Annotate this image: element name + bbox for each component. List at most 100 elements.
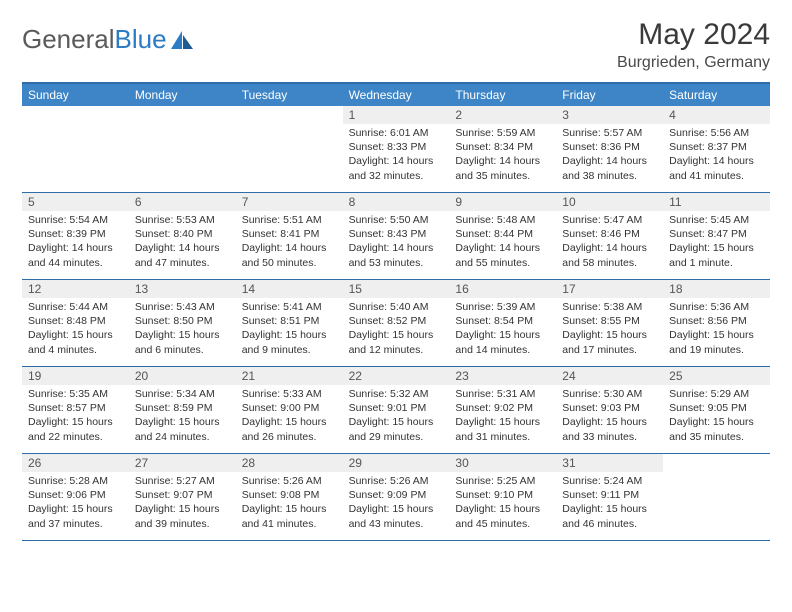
day-number: 9 [449,193,556,211]
week-row: 1Sunrise: 6:01 AMSunset: 8:33 PMDaylight… [22,106,770,193]
day-number: 10 [556,193,663,211]
calendar-page: GeneralBlue May 2024 Burgrieden, Germany… [0,0,792,551]
daylight-text: Daylight: 15 hours and 4 minutes. [28,328,123,356]
sunset-text: Sunset: 8:43 PM [349,227,444,241]
day-number: 20 [129,367,236,385]
day-cell: 30Sunrise: 5:25 AMSunset: 9:10 PMDayligh… [449,454,556,540]
daylight-text: Daylight: 14 hours and 53 minutes. [349,241,444,269]
sunrise-text: Sunrise: 5:31 AM [455,387,550,401]
day-details: Sunrise: 5:39 AMSunset: 8:54 PMDaylight:… [449,298,556,361]
week-row: 19Sunrise: 5:35 AMSunset: 8:57 PMDayligh… [22,367,770,454]
daylight-text: Daylight: 15 hours and 45 minutes. [455,502,550,530]
sunset-text: Sunset: 9:03 PM [562,401,657,415]
sunrise-text: Sunrise: 5:51 AM [242,213,337,227]
day-number: 28 [236,454,343,472]
sunset-text: Sunset: 8:41 PM [242,227,337,241]
weekday-header: Wednesday [343,84,450,106]
sunset-text: Sunset: 8:55 PM [562,314,657,328]
day-details: Sunrise: 5:53 AMSunset: 8:40 PMDaylight:… [129,211,236,274]
day-number: 4 [663,106,770,124]
title-block: May 2024 Burgrieden, Germany [617,18,770,72]
day-number: 3 [556,106,663,124]
day-details: Sunrise: 5:40 AMSunset: 8:52 PMDaylight:… [343,298,450,361]
sunset-text: Sunset: 8:34 PM [455,140,550,154]
day-cell: 15Sunrise: 5:40 AMSunset: 8:52 PMDayligh… [343,280,450,366]
sunrise-text: Sunrise: 5:40 AM [349,300,444,314]
weekday-header: Friday [556,84,663,106]
weekday-header: Monday [129,84,236,106]
day-cell: 1Sunrise: 6:01 AMSunset: 8:33 PMDaylight… [343,106,450,192]
sunrise-text: Sunrise: 5:50 AM [349,213,444,227]
sunset-text: Sunset: 9:06 PM [28,488,123,502]
day-cell: 12Sunrise: 5:44 AMSunset: 8:48 PMDayligh… [22,280,129,366]
daylight-text: Daylight: 14 hours and 50 minutes. [242,241,337,269]
daylight-text: Daylight: 15 hours and 12 minutes. [349,328,444,356]
sunset-text: Sunset: 8:37 PM [669,140,764,154]
day-cell [236,106,343,192]
sunrise-text: Sunrise: 5:59 AM [455,126,550,140]
sunrise-text: Sunrise: 5:43 AM [135,300,230,314]
sunrise-text: Sunrise: 5:28 AM [28,474,123,488]
day-details: Sunrise: 5:34 AMSunset: 8:59 PMDaylight:… [129,385,236,448]
sunset-text: Sunset: 8:51 PM [242,314,337,328]
day-cell: 20Sunrise: 5:34 AMSunset: 8:59 PMDayligh… [129,367,236,453]
sunset-text: Sunset: 9:02 PM [455,401,550,415]
day-number: 1 [343,106,450,124]
day-number: 22 [343,367,450,385]
day-cell: 19Sunrise: 5:35 AMSunset: 8:57 PMDayligh… [22,367,129,453]
day-number: 14 [236,280,343,298]
day-number: 2 [449,106,556,124]
sunrise-text: Sunrise: 5:39 AM [455,300,550,314]
logo: GeneralBlue [22,18,195,55]
weekday-header: Tuesday [236,84,343,106]
day-details [663,458,770,464]
weekday-header: Sunday [22,84,129,106]
daylight-text: Daylight: 15 hours and 22 minutes. [28,415,123,443]
day-number: 26 [22,454,129,472]
sunset-text: Sunset: 8:39 PM [28,227,123,241]
logo-text-blue: Blue [115,24,167,54]
daylight-text: Daylight: 15 hours and 46 minutes. [562,502,657,530]
day-cell: 18Sunrise: 5:36 AMSunset: 8:56 PMDayligh… [663,280,770,366]
day-cell: 4Sunrise: 5:56 AMSunset: 8:37 PMDaylight… [663,106,770,192]
day-cell: 13Sunrise: 5:43 AMSunset: 8:50 PMDayligh… [129,280,236,366]
day-number: 8 [343,193,450,211]
day-number: 15 [343,280,450,298]
day-details: Sunrise: 5:26 AMSunset: 9:09 PMDaylight:… [343,472,450,535]
day-cell: 9Sunrise: 5:48 AMSunset: 8:44 PMDaylight… [449,193,556,279]
day-number: 11 [663,193,770,211]
sunrise-text: Sunrise: 5:33 AM [242,387,337,401]
daylight-text: Daylight: 15 hours and 41 minutes. [242,502,337,530]
daylight-text: Daylight: 15 hours and 35 minutes. [669,415,764,443]
day-details: Sunrise: 5:32 AMSunset: 9:01 PMDaylight:… [343,385,450,448]
day-cell [663,454,770,540]
day-details: Sunrise: 5:31 AMSunset: 9:02 PMDaylight:… [449,385,556,448]
day-cell: 24Sunrise: 5:30 AMSunset: 9:03 PMDayligh… [556,367,663,453]
sunrise-text: Sunrise: 5:41 AM [242,300,337,314]
daylight-text: Daylight: 15 hours and 29 minutes. [349,415,444,443]
daylight-text: Daylight: 15 hours and 19 minutes. [669,328,764,356]
sunrise-text: Sunrise: 5:57 AM [562,126,657,140]
sunset-text: Sunset: 8:47 PM [669,227,764,241]
day-cell: 21Sunrise: 5:33 AMSunset: 9:00 PMDayligh… [236,367,343,453]
sunrise-text: Sunrise: 5:47 AM [562,213,657,227]
day-number: 29 [343,454,450,472]
sunset-text: Sunset: 9:01 PM [349,401,444,415]
sunrise-text: Sunrise: 5:36 AM [669,300,764,314]
day-details: Sunrise: 5:45 AMSunset: 8:47 PMDaylight:… [663,211,770,274]
sunset-text: Sunset: 9:00 PM [242,401,337,415]
sunrise-text: Sunrise: 5:35 AM [28,387,123,401]
day-details [236,110,343,116]
day-details: Sunrise: 5:56 AMSunset: 8:37 PMDaylight:… [663,124,770,187]
day-cell: 23Sunrise: 5:31 AMSunset: 9:02 PMDayligh… [449,367,556,453]
sunset-text: Sunset: 9:08 PM [242,488,337,502]
sunrise-text: Sunrise: 5:29 AM [669,387,764,401]
daylight-text: Daylight: 15 hours and 1 minute. [669,241,764,269]
sunrise-text: Sunrise: 5:38 AM [562,300,657,314]
day-details: Sunrise: 5:44 AMSunset: 8:48 PMDaylight:… [22,298,129,361]
day-details: Sunrise: 5:29 AMSunset: 9:05 PMDaylight:… [663,385,770,448]
daylight-text: Daylight: 15 hours and 33 minutes. [562,415,657,443]
day-number: 7 [236,193,343,211]
day-cell: 16Sunrise: 5:39 AMSunset: 8:54 PMDayligh… [449,280,556,366]
sunset-text: Sunset: 8:36 PM [562,140,657,154]
